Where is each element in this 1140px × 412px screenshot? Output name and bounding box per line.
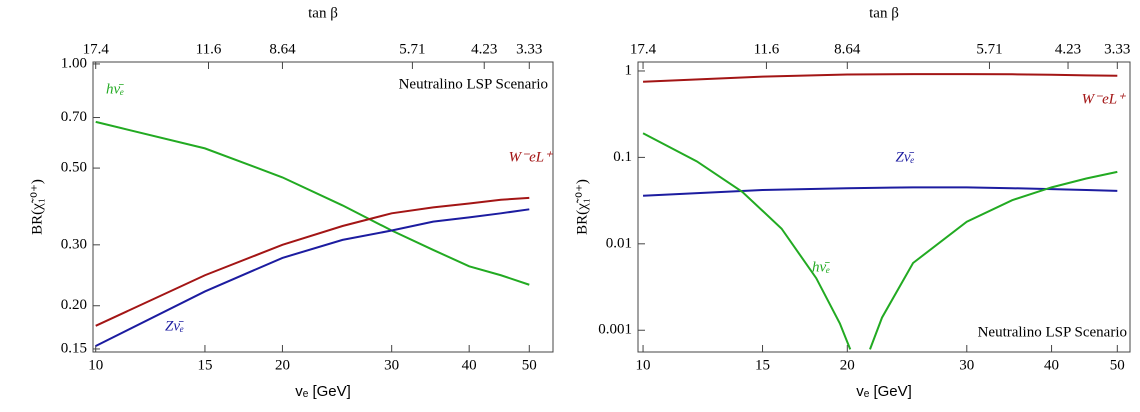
x2-axis-title: tan β: [869, 5, 899, 21]
plot-frame: [92, 61, 554, 353]
x-tick-label: 40: [1044, 357, 1059, 373]
x2-tick-label: 3.33: [1104, 41, 1130, 57]
series-label: hν̄ₑ: [812, 259, 830, 275]
x-tick-label: 15: [197, 357, 212, 373]
x2-tick-label: 17.4: [83, 41, 110, 57]
plot-frame: [637, 61, 1131, 353]
x2-axis-title: tan β: [308, 5, 338, 21]
annotation: Neutralino LSP Scenario: [399, 76, 548, 92]
annotation: Neutralino LSP Scenario: [978, 324, 1127, 340]
x-tick-label: 20: [840, 357, 855, 373]
x-axis-title: vₑ [GeV]: [295, 383, 351, 400]
x-tick-label: 10: [88, 357, 103, 373]
y-tick-label: 0.30: [61, 236, 87, 252]
series-label: Zν̄ₑ: [896, 149, 915, 165]
x-tick-label: 30: [384, 357, 399, 373]
x2-tick-label: 5.71: [399, 41, 425, 57]
x-tick-label: 30: [959, 357, 974, 373]
x2-tick-label: 8.64: [834, 41, 861, 57]
y-axis-title: BR(χ̃₁⁰⁺): [29, 179, 45, 235]
y-tick-label: 0.50: [61, 160, 87, 176]
x2-tick-label: 11.6: [196, 41, 222, 57]
y-tick-label: 0.70: [61, 109, 87, 125]
y-tick-label: 0.1: [613, 149, 632, 165]
x-tick-label: 10: [636, 357, 651, 373]
y-tick-label: 1: [625, 62, 633, 78]
series-line: [95, 196, 530, 327]
x2-tick-label: 8.64: [269, 41, 296, 57]
x-tick-label: 50: [522, 357, 537, 373]
series-label: Zν̄ₑ: [165, 318, 184, 334]
x2-tick-label: 17.4: [630, 41, 657, 57]
series-line: [95, 208, 530, 347]
y-tick-label: 0.20: [61, 297, 87, 313]
x-tick-label: 20: [275, 357, 290, 373]
x-tick-label: 50: [1110, 357, 1125, 373]
x2-tick-label: 5.71: [976, 41, 1002, 57]
x-tick-label: 15: [755, 357, 770, 373]
series-label: W⁻eL⁺: [509, 149, 553, 165]
y-tick-label: 1.00: [61, 55, 87, 71]
x2-tick-label: 3.33: [516, 41, 542, 57]
y-tick-label: 0.01: [606, 235, 632, 251]
x-axis-title: vₑ [GeV]: [856, 383, 912, 400]
series-line: [643, 73, 1118, 83]
x2-tick-label: 4.23: [471, 41, 497, 57]
x2-tick-label: 11.6: [754, 41, 780, 57]
series-line: [642, 132, 1118, 350]
y-tick-label: 0.15: [61, 340, 87, 356]
series-label: W⁻eL⁺: [1082, 91, 1126, 107]
series-label: hν̄ₑ: [106, 81, 124, 97]
y-axis-title: BR(χ̃₁⁰⁺): [574, 179, 590, 235]
series-line: [643, 186, 1118, 197]
x-tick-label: 40: [462, 357, 477, 373]
y-tick-label: 0.001: [598, 322, 632, 338]
x2-tick-label: 4.23: [1055, 41, 1081, 57]
